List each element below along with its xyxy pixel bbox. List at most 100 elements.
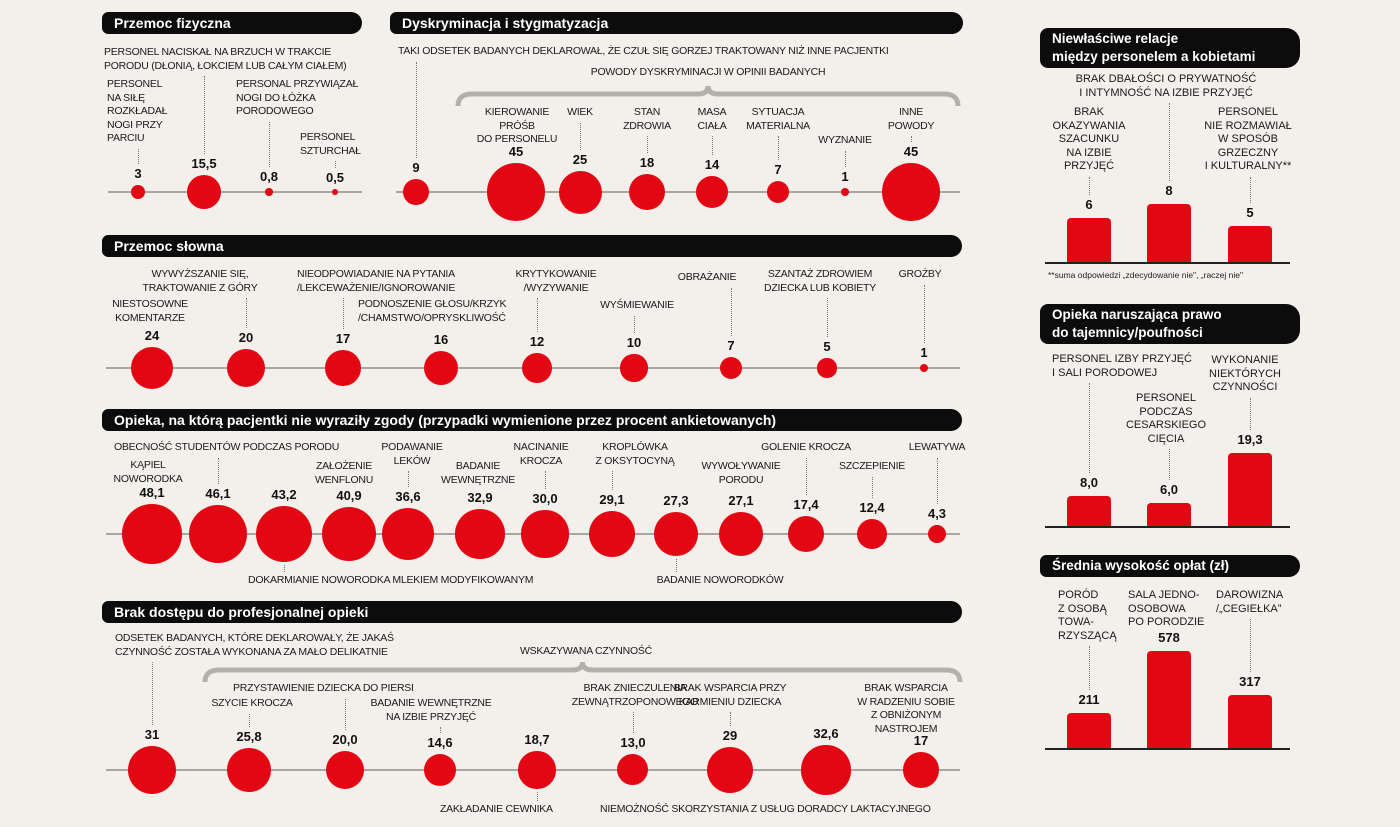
leader-line — [731, 287, 732, 336]
bar-personel — [1147, 503, 1191, 526]
value-personel: 3 — [134, 165, 142, 181]
group-brace — [202, 661, 963, 683]
value-inne: 45 — [903, 144, 919, 160]
bubble-kierowanie — [487, 163, 545, 221]
section-header: Opieka, na którą pacjentki nie wyraziły … — [102, 409, 962, 431]
item-label-obra-anie: OBRAŻANIE — [677, 271, 737, 283]
value-brak-wsparcia-przy: 29 — [722, 727, 738, 743]
bubble-nieodpowiadanie-na-pytania — [325, 350, 361, 386]
bubble-wy-miewanie — [620, 354, 648, 382]
bubble-k-piel — [122, 504, 182, 564]
item-label-personel: PERSONEL SZTURCHAŁ — [300, 131, 361, 157]
value-wiek: 25 — [572, 151, 588, 167]
item-label-personel-naciska-na-brzuch-w-t: PERSONEL NACISKAŁ NA BRZUCH W TRAKCIE PO… — [104, 46, 347, 72]
value-podawanie: 36,6 — [395, 488, 421, 504]
leader-line — [633, 712, 634, 734]
item-label-darowizna: DAROWIZNA /„CEGIEŁKA” — [1216, 589, 1284, 615]
leader-line — [712, 136, 713, 155]
value-zak-adanie-cewnika: 18,7 — [524, 732, 550, 748]
bubble-wyznanie — [840, 187, 850, 197]
bubble-szczepienie — [856, 518, 888, 550]
item-label-masa: MASA CIAŁA — [697, 106, 727, 132]
item-label-wiek: WIEK — [567, 106, 593, 118]
item-label-stan: STAN ZDROWIA — [623, 106, 671, 132]
leader-line — [612, 471, 613, 490]
bubble-badanie-noworodk-w — [653, 511, 699, 557]
item-label-odsetek-badanych-kt-re-deklaro: ODSETEK BADANYCH, KTÓRE DEKLAROWAŁY, ŻE … — [115, 632, 394, 658]
leader-line — [249, 713, 250, 728]
leader-line — [152, 662, 153, 726]
bubble-odsetek-badanych-kt-re-deklaro — [128, 746, 176, 794]
item-label-personel: PERSONEL NIE ROZMAWIAŁ W SPOSÓB GRZECZNY… — [1204, 106, 1292, 172]
item-label-wywo-ywanie: WYWOŁYWANIE PORODU — [701, 460, 781, 486]
item-label-niestosowne: NIESTOSOWNE KOMENTARZE — [112, 298, 188, 324]
leader-line — [269, 121, 270, 168]
value-golenie-krocza: 17,4 — [793, 497, 819, 513]
bubble-badanie — [455, 509, 505, 559]
leader-line — [246, 298, 247, 328]
value-sala-jedno: 578 — [1158, 629, 1180, 645]
item-label-nieodpowiadanie-na-pytania: NIEODPOWIADANIE NA PYTANIA /LEKCEWAŻENIE… — [297, 268, 456, 294]
value-niemo-no-skorzystania-z-us-ug-: 32,6 — [813, 726, 839, 742]
bubble-szycie-krocza — [227, 748, 271, 792]
bubble-brak-wsparcia-przy — [706, 746, 754, 794]
item-label-kropl-wka: KROPLÓWKA Z OKSYTOCYNĄ — [595, 441, 675, 467]
leader-line — [580, 122, 581, 150]
value-personel-naciska-na-brzuch-w-t: 15,5 — [191, 156, 217, 172]
item-label-szanta-zdrowiem: SZANTAŻ ZDROWIEM DZIECKA LUB KOBIETY — [764, 268, 876, 294]
leader-line — [343, 298, 344, 330]
bubble-niemo-no-skorzystania-z-us-ug- — [801, 745, 851, 795]
group-label: WSKAZYWANA CZYNNOŚĆ — [520, 645, 652, 657]
item-label-wy-miewanie: WYŚMIEWANIE — [600, 299, 674, 311]
leader-line — [204, 76, 205, 155]
item-label-krytykowanie: KRYTYKOWANIE /WYZYWANIE — [515, 268, 597, 294]
leader-line — [730, 712, 731, 726]
value-badanie-wewn-trzne: 14,6 — [427, 734, 453, 750]
section-header: Niewłaściwe relacje między personelem a … — [1040, 28, 1300, 68]
value-wywy-szanie-si: 20 — [238, 329, 254, 345]
item-label-por-d: PORÓD Z OSOBĄ TOWA- RZYSZĄCĄ — [1058, 589, 1117, 642]
item-label-zak-adanie-cewnika: ZAKŁADANIE CEWNIKA — [440, 803, 553, 815]
leader-line — [1089, 646, 1090, 690]
item-label-podawanie: PODAWANIE LEKÓW — [381, 441, 443, 467]
bubble-brak-wsparcia — [903, 752, 939, 788]
value-k-piel: 48,1 — [139, 485, 165, 501]
bubble-kropl-wka — [588, 510, 636, 558]
leader-line — [138, 148, 139, 164]
value-stan: 18 — [639, 154, 655, 170]
leader-line — [937, 457, 938, 505]
section-header: Przemoc słowna — [102, 235, 962, 257]
leader-line — [806, 457, 807, 496]
item-label-brak-wsparcia: BRAK WSPARCIA W RADZENIU SOBIE Z OBNIŻON… — [857, 682, 955, 735]
item-label-przystawienie-dziecka-do-piers: PRZYSTAWIENIE DZIECKA DO PIERSI — [233, 682, 414, 694]
value-kierowanie: 45 — [508, 144, 524, 160]
value-brak-znieczulenia: 13,0 — [620, 735, 646, 751]
bubble-gro-by — [919, 363, 929, 373]
bubble-zak-adanie-cewnika — [518, 751, 556, 789]
bubble-wiek — [558, 170, 602, 214]
value-por-d: 211 — [1078, 691, 1100, 707]
item-label-wykonanie: WYKONANIE NIEKTÓRYCH CZYNNOŚCI — [1209, 354, 1281, 393]
bubble-inne — [882, 163, 940, 221]
item-label-brak-dba-o-ci-o-prywatno: BRAK DBAŁOŚCI O PRYWATNOŚĆ I INTYMNOŚĆ N… — [1075, 73, 1257, 99]
item-label-gro-by: GROŹBY — [898, 268, 942, 280]
item-label-personel: PERSONEL NA SIŁĘ ROZKŁADAŁ NOGI PRZY PAR… — [107, 78, 168, 144]
item-label-za-o-enie: ZAŁOŻENIE WENFLONU — [314, 460, 374, 486]
value-darowizna: 317 — [1239, 673, 1261, 689]
axis-line — [396, 191, 960, 193]
value-personel-izby-przyj: 8,0 — [1079, 474, 1099, 490]
leader-line — [647, 136, 648, 153]
value-wywo-ywanie: 27,1 — [728, 492, 754, 508]
item-label-taki-odsetek-badanych-deklarow: TAKI ODSETEK BADANYCH DEKLAROWAŁ, ŻE CZU… — [398, 45, 889, 57]
value-badanie-noworodk-w: 27,3 — [663, 492, 689, 508]
bubble-obra-anie — [719, 356, 743, 380]
value-za-o-enie: 40,9 — [336, 487, 362, 503]
leader-line — [537, 298, 538, 333]
bar-personel — [1228, 225, 1272, 262]
leader-line — [676, 559, 677, 572]
value-gro-by: 1 — [920, 344, 928, 360]
value-brak: 6 — [1085, 197, 1093, 213]
item-label-badanie: BADANIE WEWNĘTRZNE — [441, 460, 515, 486]
bubble-golenie-krocza — [788, 516, 824, 552]
group-label: POWODY DYSKRYMINACJI W OPINII BADANYCH — [590, 66, 826, 78]
